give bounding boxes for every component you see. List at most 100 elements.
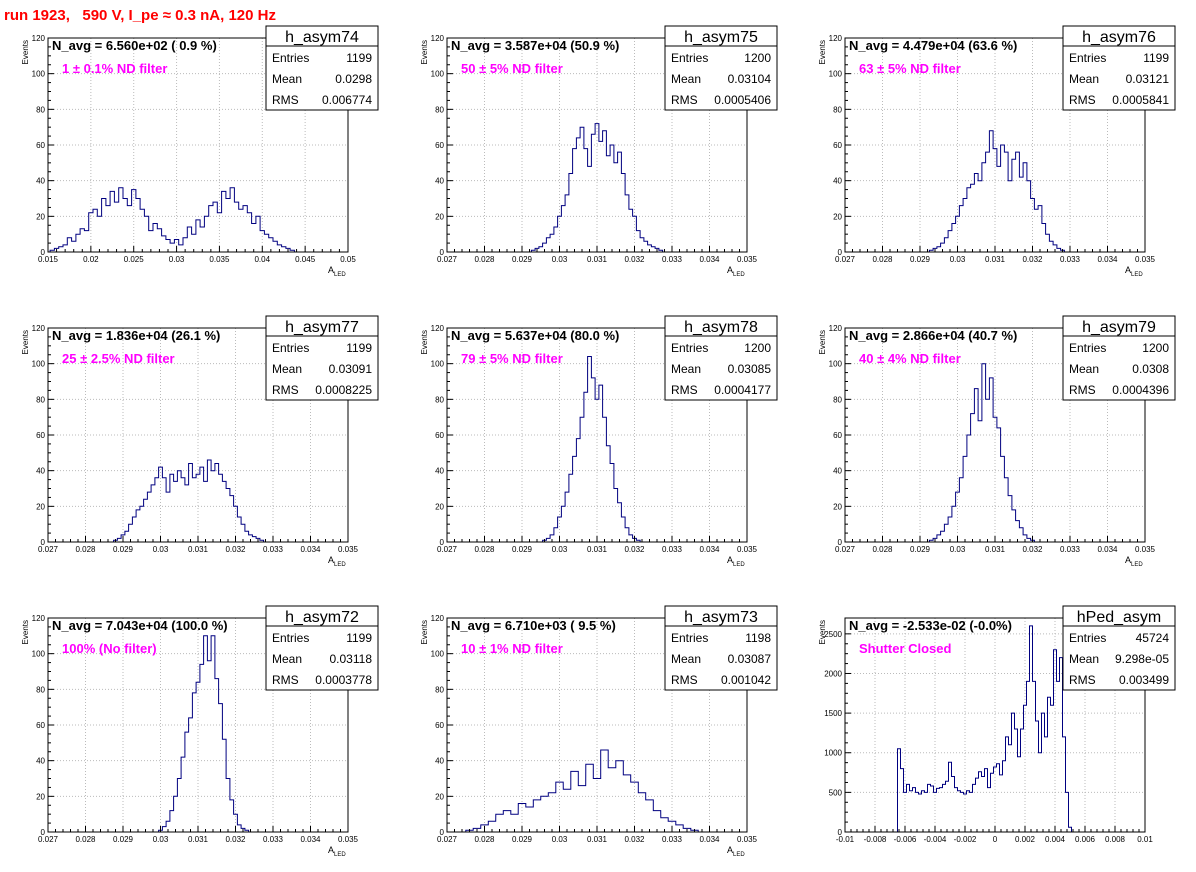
histogram-bin — [1001, 456, 1005, 542]
y-tick-label: 60 — [36, 431, 45, 440]
histogram-bin — [629, 209, 633, 252]
histogram-bin — [67, 238, 71, 252]
stats-value: 0.0003778 — [315, 673, 372, 687]
histogram-bin — [982, 777, 985, 833]
y-tick-label: 0 — [838, 828, 843, 837]
x-tick-label: 0.033 — [662, 255, 683, 264]
histogram-bin — [963, 456, 967, 542]
histogram-bin — [565, 195, 569, 252]
histogram-bin — [621, 517, 625, 542]
histogram-bin — [967, 435, 971, 542]
y-tick-label: 0 — [440, 828, 445, 837]
histogram-bin — [181, 757, 185, 832]
y-tick-label: 80 — [36, 685, 45, 694]
x-tick-label: 0.029 — [910, 255, 931, 264]
histogram-bin — [1004, 152, 1008, 252]
y-tick-label: 2000 — [824, 669, 842, 678]
x-tick-label: -0.01 — [836, 835, 855, 844]
x-tick-label: 0.03 — [153, 835, 169, 844]
x-axis-title-sub: LED — [1131, 562, 1143, 568]
stats-label: Mean — [671, 72, 701, 86]
y-tick-label: 100 — [829, 360, 843, 369]
histogram-bin — [638, 793, 646, 832]
histogram-bin — [997, 428, 1001, 542]
histogram-bin — [1069, 827, 1072, 832]
x-tick-label: 0.032 — [225, 835, 246, 844]
histogram-bin — [140, 209, 144, 252]
x-tick-label: 0.028 — [474, 255, 495, 264]
histogram-bin — [986, 399, 990, 542]
histogram-bin — [978, 181, 982, 252]
histogram-bin — [230, 496, 234, 542]
x-tick-label: 0.027 — [835, 255, 856, 264]
x-tick-label: 0.033 — [1060, 545, 1081, 554]
histogram-bin — [554, 528, 558, 542]
x-tick-label: 0.032 — [1022, 255, 1043, 264]
histogram-bin — [147, 492, 151, 542]
stats-label: Mean — [272, 72, 302, 86]
y-tick-label: 40 — [36, 467, 45, 476]
y-tick-label: 20 — [36, 792, 45, 801]
histogram-bin — [1031, 199, 1035, 253]
x-axis-title-sub: LED — [733, 272, 745, 278]
histogram-panel-h_asym73: 0.027 0.028 0.029 0.03 0.031 0.032 0.033 0.034 0… — [420, 605, 778, 858]
histogram-bin — [974, 174, 978, 253]
histogram-bin — [1018, 757, 1021, 832]
stats-box — [265, 315, 379, 401]
x-tick-label: 0.031 — [188, 835, 209, 844]
histogram-bin — [273, 241, 277, 252]
histogram-bin — [230, 188, 234, 252]
y-tick-label: 0 — [838, 248, 843, 257]
histogram-bin — [252, 224, 256, 253]
histogram-bin — [1003, 761, 1006, 832]
histogram-bin — [978, 421, 982, 542]
stats-label: Mean — [671, 362, 701, 376]
histogram-bin — [177, 471, 181, 542]
histogram-bin — [189, 464, 193, 543]
histogram-bin — [959, 206, 963, 252]
histogram-bin — [561, 206, 565, 252]
stats-value: 0.0005406 — [714, 93, 771, 107]
y-tick-label: 20 — [435, 212, 444, 221]
histogram-bin — [204, 481, 208, 542]
histogram-bin — [200, 664, 204, 832]
histogram-bin — [1060, 658, 1063, 832]
y-tick-label: 60 — [833, 431, 842, 440]
histogram-bin — [132, 517, 136, 542]
stats-box — [265, 25, 379, 111]
y-tick-label: 120 — [829, 34, 843, 43]
histogram-bin — [226, 199, 230, 253]
run-title: run 1923, 590 V, I_pe ≈ 0.3 nA, 120 Hz — [4, 7, 276, 24]
y-tick-label: 60 — [36, 721, 45, 730]
histogram-bin — [948, 231, 952, 252]
y-tick-label: 100 — [431, 70, 445, 79]
filter-annotation: 79 ± 5% ND filter — [461, 351, 563, 366]
histogram-bin — [569, 474, 573, 542]
histogram-bin — [1051, 705, 1054, 832]
y-axis-title: Events — [420, 620, 429, 644]
histogram-bin — [586, 764, 594, 832]
stats-label: Entries — [1069, 341, 1106, 355]
histogram-panel-h_asym72: 0.027 0.028 0.029 0.03 0.031 0.032 0.033 0.034 0… — [21, 605, 379, 858]
stats-value: 9.298e-05 — [1115, 652, 1169, 666]
histogram-h_asym73 — [465, 749, 699, 832]
x-tick-label: 0.03 — [153, 545, 169, 554]
histogram-bin — [967, 188, 971, 252]
histogram-bin — [554, 227, 558, 252]
x-tick-label: 0.033 — [263, 835, 284, 844]
histogram-bin — [252, 537, 256, 542]
histogram-bin — [610, 464, 614, 543]
x-axis-title-main: A — [727, 845, 733, 855]
x-tick-label: 0.006 — [1075, 835, 1096, 844]
stats-label: Entries — [272, 51, 309, 65]
stats-label: Mean — [272, 362, 302, 376]
stats-box-title: hPed_asym — [1077, 609, 1162, 626]
stats-value: 0.006774 — [322, 93, 372, 107]
histogram-bin — [1049, 241, 1053, 252]
stats-label: Entries — [1069, 51, 1106, 65]
histogram-bin — [1008, 496, 1012, 542]
histogram-bin — [565, 492, 569, 542]
x-tick-label: 0.027 — [835, 545, 856, 554]
histogram-bin — [651, 247, 655, 252]
x-axis-title: ALED — [328, 265, 346, 278]
